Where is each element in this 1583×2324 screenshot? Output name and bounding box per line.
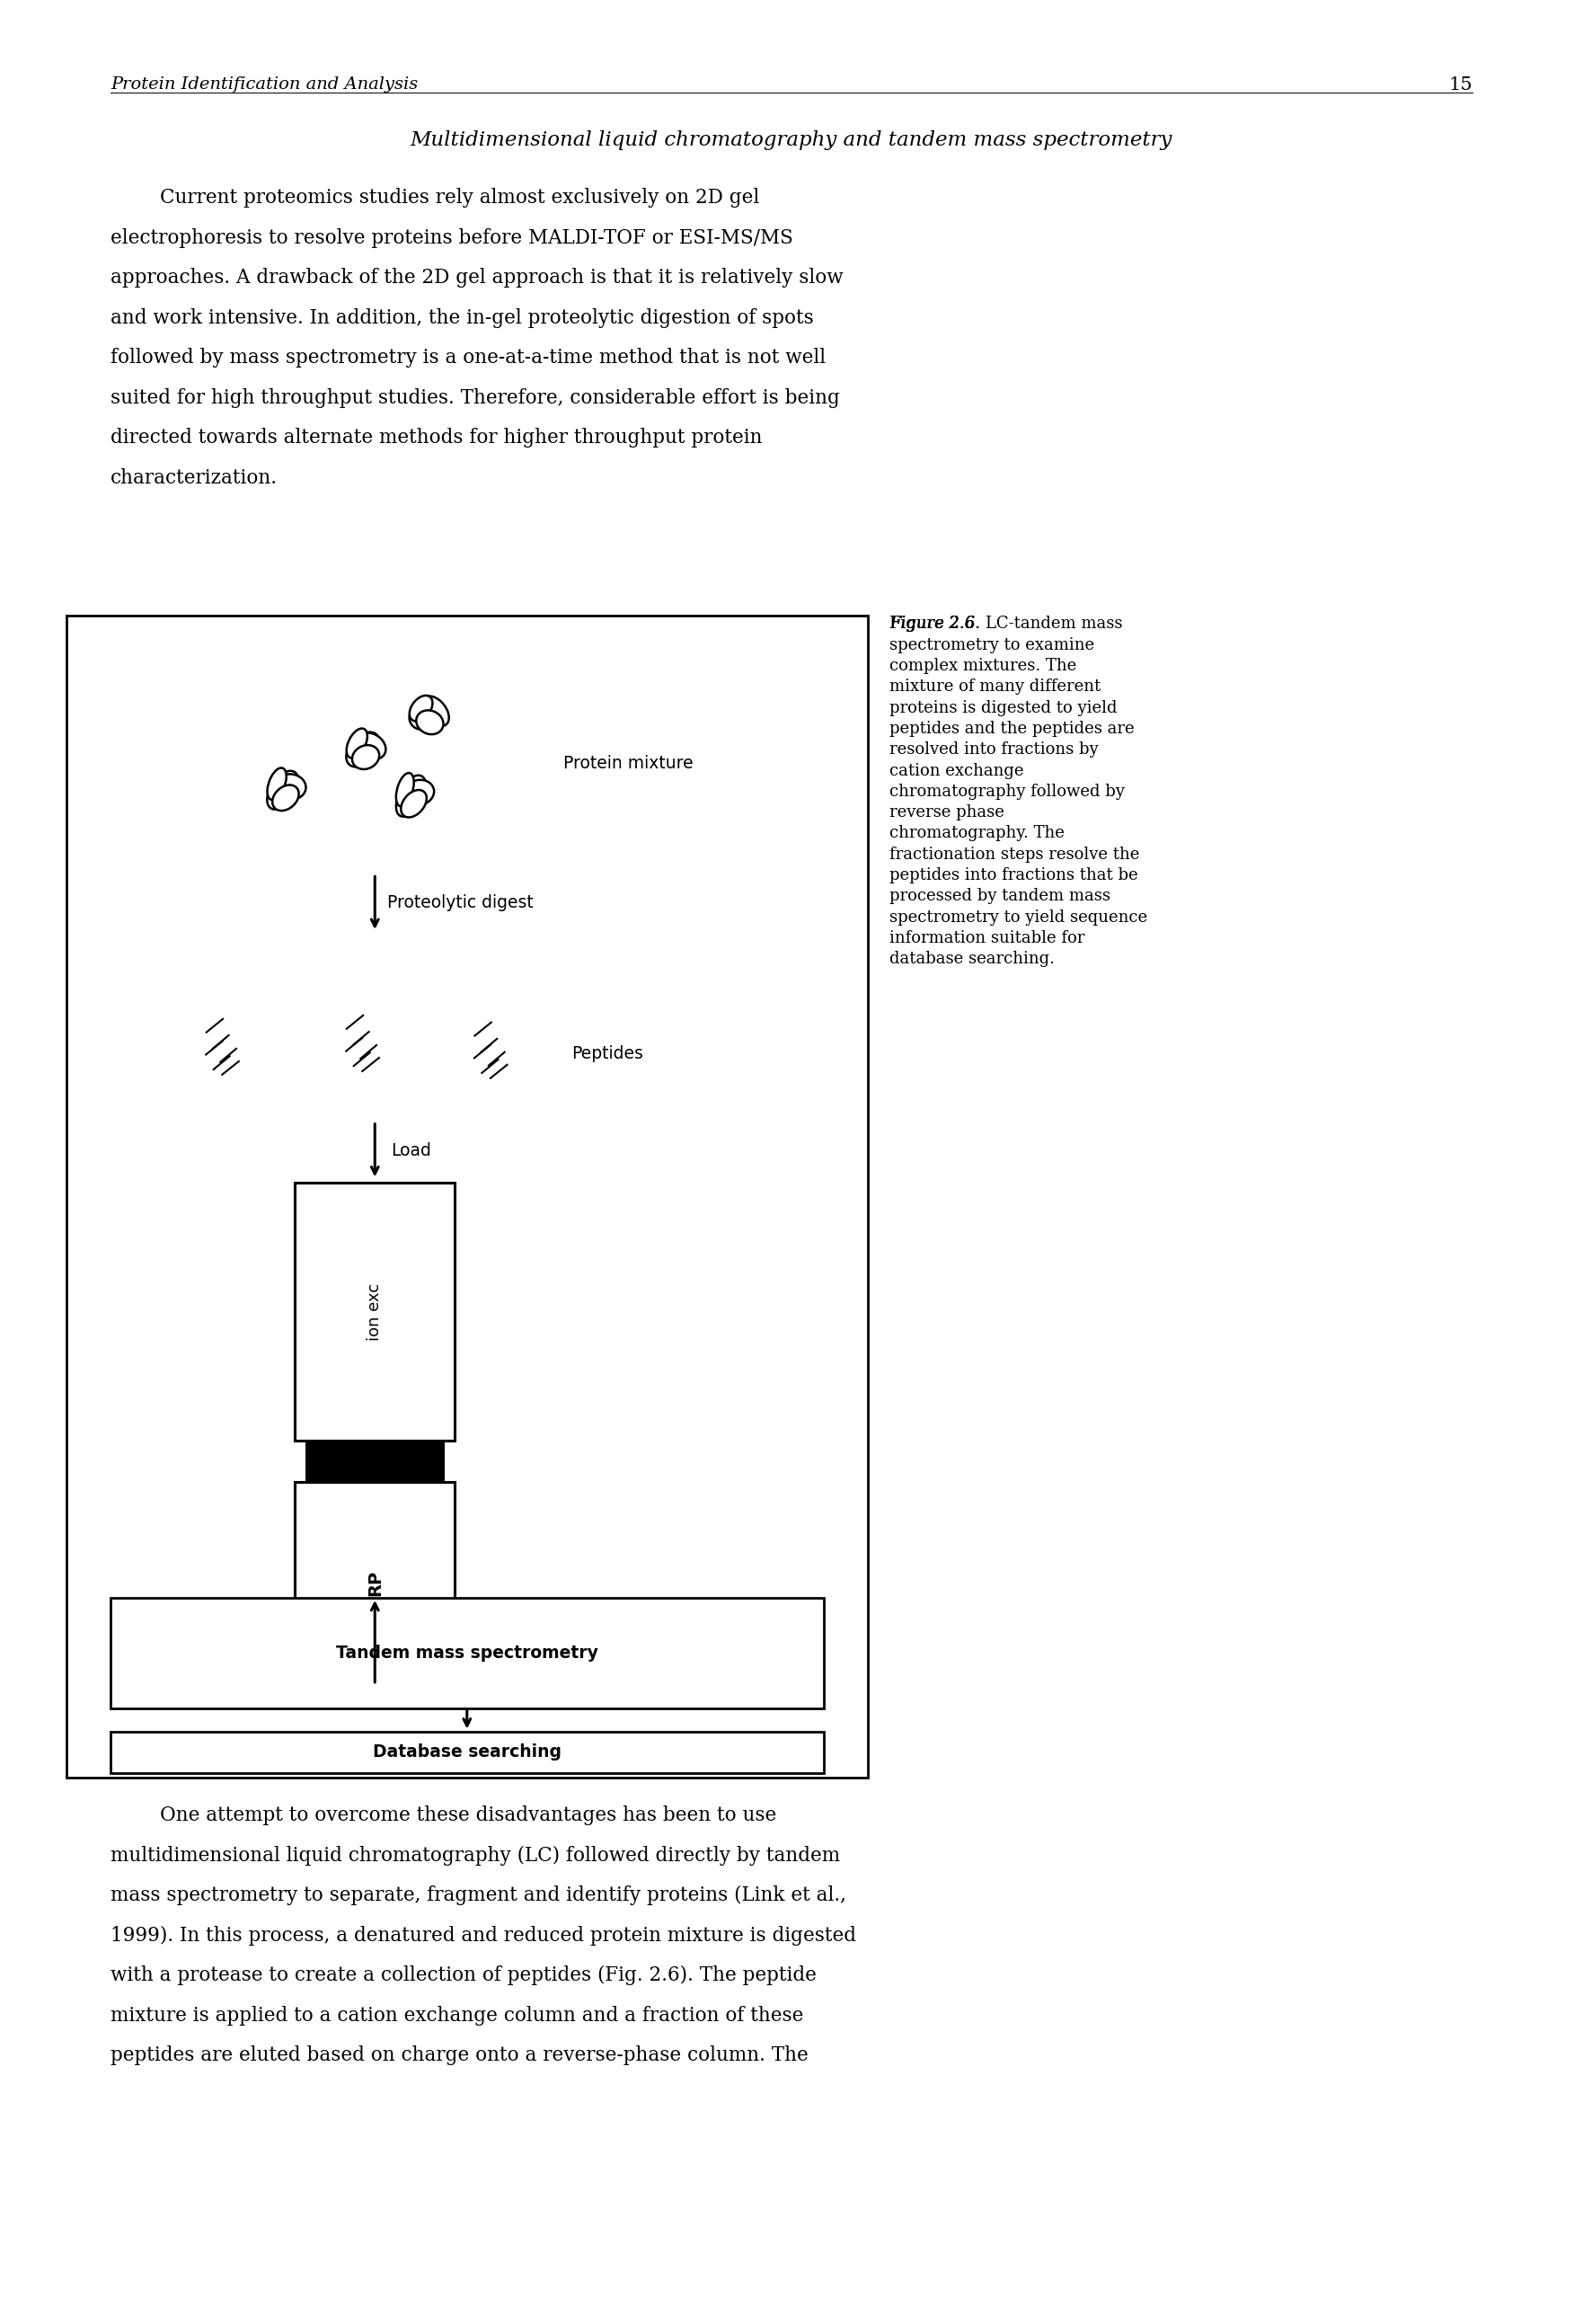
Text: Multidimensional liquid chromatography and tandem mass spectrometry: Multidimensional liquid chromatography a…	[410, 130, 1173, 151]
Ellipse shape	[410, 700, 445, 730]
Text: One attempt to overcome these disadvantages has been to use: One attempt to overcome these disadvanta…	[111, 1806, 777, 1827]
Ellipse shape	[400, 790, 426, 818]
Text: and work intensive. In addition, the in-gel proteolytic digestion of spots: and work intensive. In addition, the in-…	[111, 309, 814, 328]
Ellipse shape	[272, 786, 299, 811]
Bar	[294, 1483, 454, 1685]
Text: approaches. A drawback of the 2D gel approach is that it is relatively slow: approaches. A drawback of the 2D gel app…	[111, 267, 844, 288]
Text: mixture is applied to a cation exchange column and a fraction of these: mixture is applied to a cation exchange …	[111, 2006, 804, 2027]
Bar	[111, 1731, 823, 1773]
Ellipse shape	[268, 772, 299, 809]
Ellipse shape	[404, 781, 434, 804]
Ellipse shape	[356, 732, 386, 760]
Text: Database searching: Database searching	[372, 1743, 562, 1762]
Text: Load: Load	[391, 1141, 431, 1160]
Text: 1999). In this process, a denatured and reduced protein mixture is digested: 1999). In this process, a denatured and …	[111, 1927, 856, 1945]
Text: with a protease to create a collection of peptides (Fig. 2.6). The peptide: with a protease to create a collection o…	[111, 1966, 817, 1985]
Text: Figure 2.6.: Figure 2.6.	[890, 616, 980, 632]
Ellipse shape	[396, 774, 413, 806]
Text: Protein Identification and Analysis: Protein Identification and Analysis	[111, 77, 418, 93]
Text: Current proteomics studies rely almost exclusively on 2D gel: Current proteomics studies rely almost e…	[111, 188, 760, 209]
Ellipse shape	[347, 727, 367, 758]
Ellipse shape	[416, 711, 443, 734]
Text: Protein mixture: Protein mixture	[564, 755, 693, 772]
Ellipse shape	[410, 695, 432, 720]
Ellipse shape	[396, 776, 426, 816]
Bar	[306, 1441, 445, 1483]
Text: characterization.: characterization.	[111, 467, 279, 488]
Text: Figure 2.6. LC-tandem mass
spectrometry to examine
complex mixtures. The
mixture: Figure 2.6. LC-tandem mass spectrometry …	[890, 616, 1148, 967]
Ellipse shape	[351, 746, 380, 769]
Bar	[111, 1599, 823, 1708]
Text: peptides are eluted based on charge onto a reverse-phase column. The: peptides are eluted based on charge onto…	[111, 2045, 809, 2066]
Text: Figure 2.6.: Figure 2.6.	[890, 616, 980, 632]
Bar	[294, 1183, 454, 1441]
Text: ion exc: ion exc	[367, 1283, 383, 1341]
Text: Tandem mass spectrometry: Tandem mass spectrometry	[336, 1645, 598, 1662]
Text: electrophoresis to resolve proteins before MALDI-TOF or ESI-MS/MS: electrophoresis to resolve proteins befo…	[111, 228, 793, 249]
Text: multidimensional liquid chromatography (LC) followed directly by tandem: multidimensional liquid chromatography (…	[111, 1845, 841, 1866]
Text: Proteolytic digest: Proteolytic digest	[386, 895, 533, 911]
Text: suited for high throughput studies. Therefore, considerable effort is being: suited for high throughput studies. Ther…	[111, 388, 841, 409]
Ellipse shape	[277, 774, 306, 799]
Ellipse shape	[347, 732, 380, 767]
Ellipse shape	[421, 697, 450, 725]
Text: RP: RP	[366, 1571, 383, 1597]
Text: directed towards alternate methods for higher throughput protein: directed towards alternate methods for h…	[111, 428, 763, 449]
Text: followed by mass spectrometry is a one-at-a-time method that is not well: followed by mass spectrometry is a one-a…	[111, 349, 826, 367]
Text: mass spectrometry to separate, fragment and identify proteins (Link et al.,: mass spectrometry to separate, fragment …	[111, 1885, 847, 1906]
Bar	[66, 616, 867, 1778]
Text: 15: 15	[1448, 77, 1472, 93]
Ellipse shape	[268, 767, 287, 799]
Text: Peptides: Peptides	[571, 1046, 643, 1062]
